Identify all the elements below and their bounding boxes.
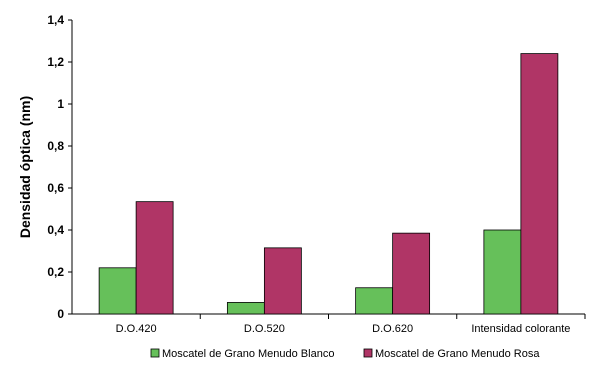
bar-rosa-3 (520, 53, 559, 315)
x-tick-label: D.O.420 (116, 323, 157, 335)
legend-label: Moscatel de Grano Menudo Rosa (375, 348, 540, 360)
bar-blanco-1 (226, 302, 265, 315)
y-tick-label: 1,4 (47, 13, 64, 27)
bar-blanco-3 (483, 229, 522, 315)
y-tick-label: 0,6 (47, 181, 64, 195)
y-tick-label: 0,2 (47, 265, 64, 279)
y-tick-label: 1,2 (47, 55, 64, 69)
bar-rosa-2 (392, 232, 431, 315)
legend-swatch (363, 348, 373, 358)
y-axis-label: Densidad óptica (nm) (17, 96, 33, 238)
x-tick-label: D.O.520 (244, 323, 285, 335)
x-tick-label: Intensidad colorante (471, 323, 570, 335)
y-tick-label: 0,8 (47, 139, 64, 153)
legend: Moscatel de Grano Menudo Blanco Moscatel … (150, 348, 540, 360)
x-tick-label: D.O.620 (372, 323, 413, 335)
legend-label: Moscatel de Grano Menudo Blanco (162, 348, 334, 360)
bars-group (98, 53, 559, 315)
y-tick-label: 0,4 (47, 223, 64, 237)
bar-blanco-2 (355, 287, 394, 315)
bar-rosa-1 (263, 247, 302, 315)
bar-rosa-0 (135, 201, 174, 315)
x-axis-tick-labels: D.O.420 D.O.520 D.O.620 Intensidad colorant… (116, 314, 586, 335)
legend-swatch (150, 348, 160, 358)
bar-blanco-0 (98, 267, 137, 315)
y-tick-label: 1 (57, 97, 64, 111)
y-axis-ticks: 0 0,2 0,4 0,6 0,8 1 1,2 1,4 (47, 13, 72, 321)
y-tick-label: 0 (57, 307, 64, 321)
